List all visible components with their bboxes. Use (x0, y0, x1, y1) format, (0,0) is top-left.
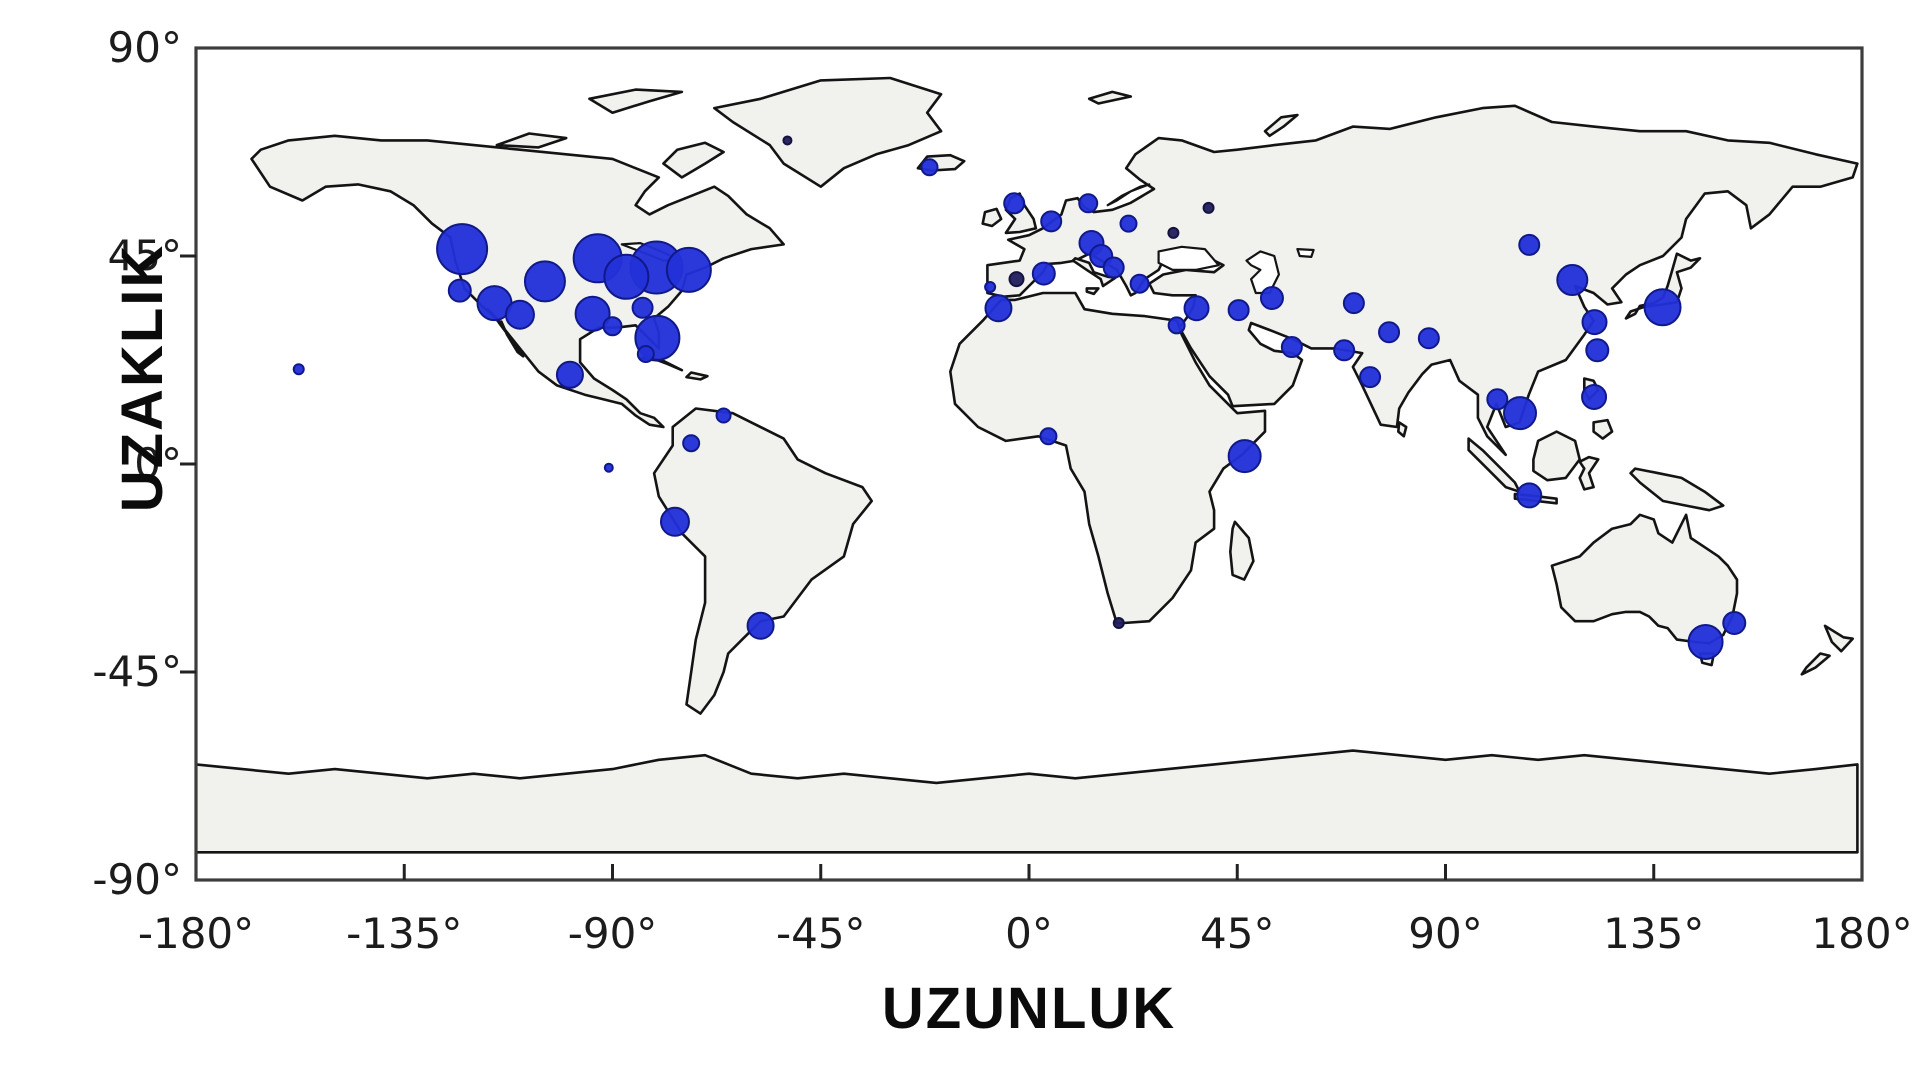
coastline (662, 141, 725, 179)
data-point (1227, 299, 1250, 322)
coastline (1592, 418, 1614, 440)
coastline (1071, 257, 1117, 288)
x-tick-label: -180° (138, 909, 254, 958)
y-tick-label: 90° (108, 23, 182, 72)
data-point (1417, 327, 1440, 350)
data-point (1167, 316, 1186, 335)
data-point (1112, 617, 1125, 630)
data-point (1031, 261, 1056, 286)
data-point (1202, 201, 1215, 214)
data-point (1581, 309, 1608, 336)
data-point (1227, 439, 1262, 474)
coastline (949, 291, 1267, 625)
inland-sea (1157, 245, 1220, 271)
y-axis-title: UZAKLIK (109, 243, 175, 513)
data-point (1039, 427, 1058, 446)
data-point (1643, 288, 1682, 327)
coastline (1229, 520, 1255, 581)
coastline (1397, 421, 1408, 438)
y-tick-label: -90° (92, 855, 182, 904)
data-point (1280, 336, 1303, 359)
x-tick-label: 0° (1005, 909, 1053, 958)
data-point (984, 280, 997, 293)
data-point (1585, 338, 1610, 363)
data-point (1003, 192, 1026, 215)
data-point (1518, 233, 1541, 256)
data-point (665, 246, 712, 293)
x-tick-label: 90° (1408, 909, 1482, 958)
data-point (1581, 383, 1608, 410)
data-point (1722, 611, 1747, 636)
data-point (682, 434, 701, 453)
coastline (1550, 513, 1739, 645)
coastline (652, 407, 873, 715)
data-point (574, 295, 611, 332)
coastline (1532, 430, 1581, 482)
data-point (636, 344, 655, 363)
coastline (495, 132, 568, 149)
x-tick-label: 180° (1811, 909, 1912, 958)
data-point (1342, 292, 1365, 315)
data-point (602, 316, 623, 337)
coastline (1087, 90, 1133, 105)
coastline (1629, 467, 1725, 512)
coastline (1085, 287, 1100, 296)
data-point (746, 611, 775, 640)
data-point (1008, 271, 1025, 288)
data-point (1078, 193, 1099, 214)
data-point (603, 462, 614, 473)
coastline (981, 207, 1003, 228)
coastline (1823, 624, 1854, 653)
data-point (631, 296, 654, 319)
data-point (447, 278, 472, 303)
data-point (1333, 339, 1356, 362)
data-point (1378, 321, 1401, 344)
data-point (603, 253, 650, 300)
data-point (1129, 273, 1150, 294)
y-tick-label: 45° (108, 231, 182, 280)
data-point (984, 294, 1013, 323)
data-point (1102, 256, 1125, 279)
coastline (497, 320, 525, 358)
coastline (1800, 652, 1831, 676)
data-point (1183, 295, 1210, 322)
y-tick-label: -45° (92, 647, 182, 696)
inland-sea (1296, 248, 1315, 258)
x-axis-title: UZUNLUK (881, 976, 1177, 1041)
data-point (523, 260, 566, 303)
data-point (1259, 286, 1284, 311)
x-tick-label: 135° (1603, 909, 1704, 958)
data-point (1503, 396, 1538, 431)
data-point (1167, 226, 1180, 239)
data-point (1516, 482, 1543, 509)
data-point (1486, 388, 1509, 411)
x-tick-label: -135° (346, 909, 462, 958)
data-point (1359, 366, 1382, 389)
coastline (194, 749, 1859, 854)
data-point (1556, 264, 1589, 297)
x-tick-label: -90° (568, 909, 658, 958)
data-point (555, 360, 584, 389)
data-point (1040, 210, 1063, 233)
data-point (659, 506, 690, 537)
data-point (504, 299, 535, 330)
coastline (713, 76, 943, 188)
coastline (1263, 113, 1299, 138)
data-point (920, 158, 939, 177)
coastline (1578, 455, 1600, 491)
x-tick-label: -45° (776, 909, 866, 958)
data-point (782, 135, 793, 146)
inland-sea (1106, 183, 1151, 207)
data-point (1119, 214, 1138, 233)
data-point (715, 407, 732, 424)
data-point (292, 363, 305, 376)
data-point (1687, 623, 1724, 660)
x-tick-label: 45° (1200, 909, 1274, 958)
coastline (588, 88, 684, 114)
data-point (436, 223, 489, 276)
coastline (685, 371, 709, 381)
y-tick-label: 0° (134, 439, 182, 488)
